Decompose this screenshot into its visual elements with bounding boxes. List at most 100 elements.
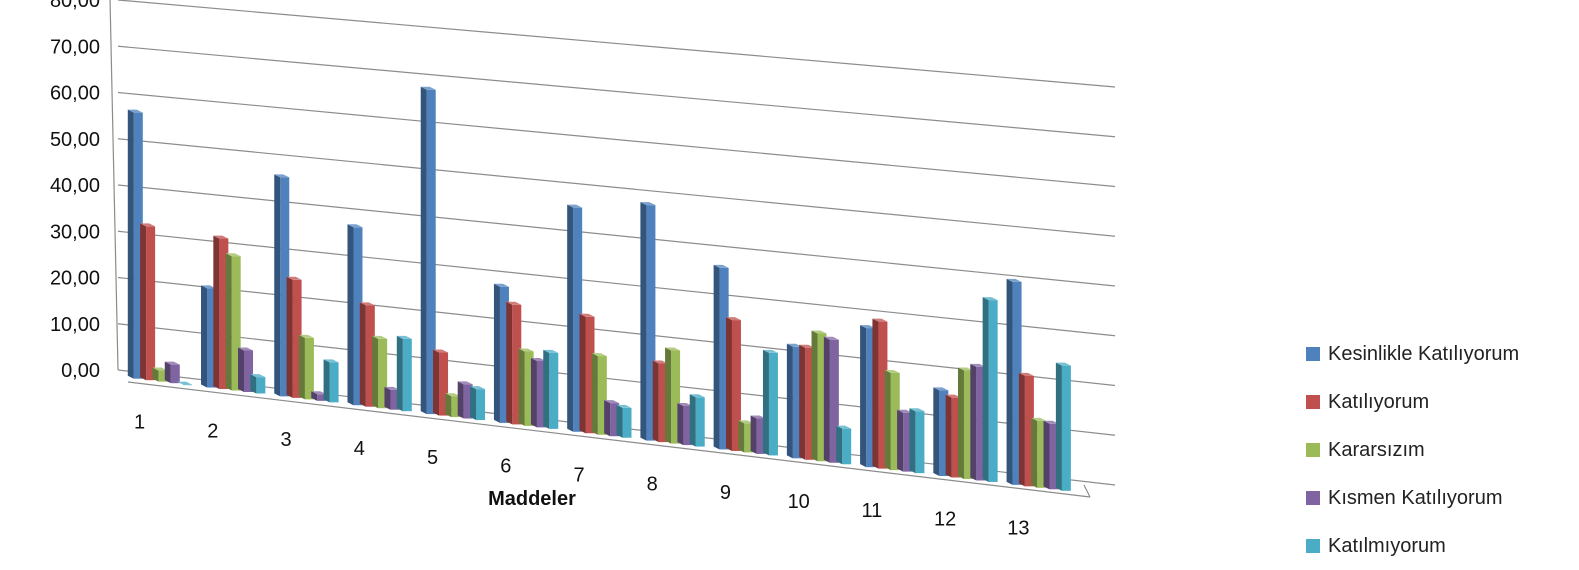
bar xyxy=(543,349,559,429)
bar-top xyxy=(750,415,766,419)
bar xyxy=(445,393,461,418)
bar-side xyxy=(982,297,989,482)
bar-front xyxy=(329,362,339,403)
legend-swatch xyxy=(1306,539,1320,553)
bar-top xyxy=(286,276,302,280)
bar xyxy=(384,386,400,410)
bar-front xyxy=(903,412,913,472)
bar-front xyxy=(756,418,766,454)
bar xyxy=(274,174,290,397)
x-tick-label: 7 xyxy=(573,465,584,487)
bar-front xyxy=(499,286,509,423)
bar-front xyxy=(524,351,534,426)
bar xyxy=(738,420,754,453)
bar-top xyxy=(1055,362,1071,366)
bar-front xyxy=(658,363,668,443)
bar-side xyxy=(799,344,806,460)
bar-side xyxy=(640,202,647,441)
bar-side xyxy=(897,409,904,472)
bar-side xyxy=(786,343,793,459)
bar-side xyxy=(238,347,245,393)
legend-item-katilmiyorum: Katılmıyorum xyxy=(1306,522,1576,570)
y-tick-label: 10,00 xyxy=(50,314,100,336)
bar-front xyxy=(622,407,632,438)
bar-side xyxy=(579,313,586,434)
bar-side xyxy=(372,335,379,409)
bar xyxy=(530,358,546,428)
bar xyxy=(177,381,193,386)
gridline xyxy=(117,184,1116,287)
bar xyxy=(604,400,620,437)
bar-front xyxy=(695,397,705,447)
bar xyxy=(836,425,852,465)
x-tick-label: 5 xyxy=(427,447,438,469)
bar-top xyxy=(652,360,668,364)
y-tick-label: 70,00 xyxy=(50,36,100,58)
bar-top xyxy=(396,335,412,339)
bar xyxy=(1031,417,1047,488)
bar xyxy=(286,276,302,398)
bar-front xyxy=(963,370,973,479)
bar-side xyxy=(250,374,257,394)
bar-side xyxy=(359,302,366,407)
bar-front xyxy=(463,384,473,419)
bar xyxy=(957,367,973,479)
bar-top xyxy=(323,359,339,363)
bar-side xyxy=(665,347,672,444)
bar-front xyxy=(585,316,595,434)
bar xyxy=(1043,420,1059,490)
y-tick-label: 30,00 xyxy=(50,221,100,243)
gridline xyxy=(117,0,1116,88)
bar-top xyxy=(884,370,900,374)
bar-side xyxy=(1055,362,1062,491)
bar-top xyxy=(225,253,241,257)
bar-side xyxy=(1006,278,1013,485)
bar-top xyxy=(970,363,986,367)
legend-label: Katılmıyorum xyxy=(1328,534,1446,557)
bar-top xyxy=(567,204,583,208)
bar-top xyxy=(823,336,839,340)
bar-front xyxy=(890,373,900,471)
bar xyxy=(982,297,998,482)
legend-swatch xyxy=(1306,491,1320,505)
bar-side xyxy=(652,360,659,443)
bar-front xyxy=(610,403,620,437)
bar-top xyxy=(713,264,729,268)
bar-side xyxy=(591,353,598,435)
bar-top xyxy=(543,349,559,353)
gridline xyxy=(117,138,1116,237)
bar-side xyxy=(298,334,305,400)
legend-swatch xyxy=(1306,347,1320,361)
x-tick-label: 11 xyxy=(862,500,883,522)
bar xyxy=(372,335,388,409)
legend-item-kesinlikle-katiliyorum: Kesinlikle Katılıyorum xyxy=(1306,330,1576,378)
bar xyxy=(1006,278,1022,485)
x-tick-label: 8 xyxy=(647,473,658,495)
bar-top xyxy=(982,297,998,301)
bar-front xyxy=(426,89,436,415)
bar xyxy=(933,387,949,477)
bar xyxy=(945,394,961,478)
bar-front xyxy=(744,423,754,453)
bar-front xyxy=(1061,365,1071,491)
x-tick-label: 12 xyxy=(934,509,956,531)
bar xyxy=(433,349,449,416)
y-tick-label: 40,00 xyxy=(50,175,100,197)
gridline xyxy=(117,91,1116,188)
bar-front xyxy=(451,396,461,418)
y-tick-label: 50,00 xyxy=(50,129,100,151)
bar-side xyxy=(713,264,720,450)
bar-front xyxy=(1037,420,1047,488)
bar-top xyxy=(311,391,327,395)
bar xyxy=(225,253,241,391)
bar-side xyxy=(384,386,391,410)
bar-side xyxy=(957,367,964,479)
x-tick-label: 3 xyxy=(281,429,292,451)
bar-top xyxy=(238,347,254,351)
bar-front xyxy=(646,205,656,441)
bar-top xyxy=(836,425,852,429)
bar xyxy=(823,336,839,463)
bar-side xyxy=(347,224,354,406)
bar-top xyxy=(384,386,400,390)
bar xyxy=(725,317,741,451)
